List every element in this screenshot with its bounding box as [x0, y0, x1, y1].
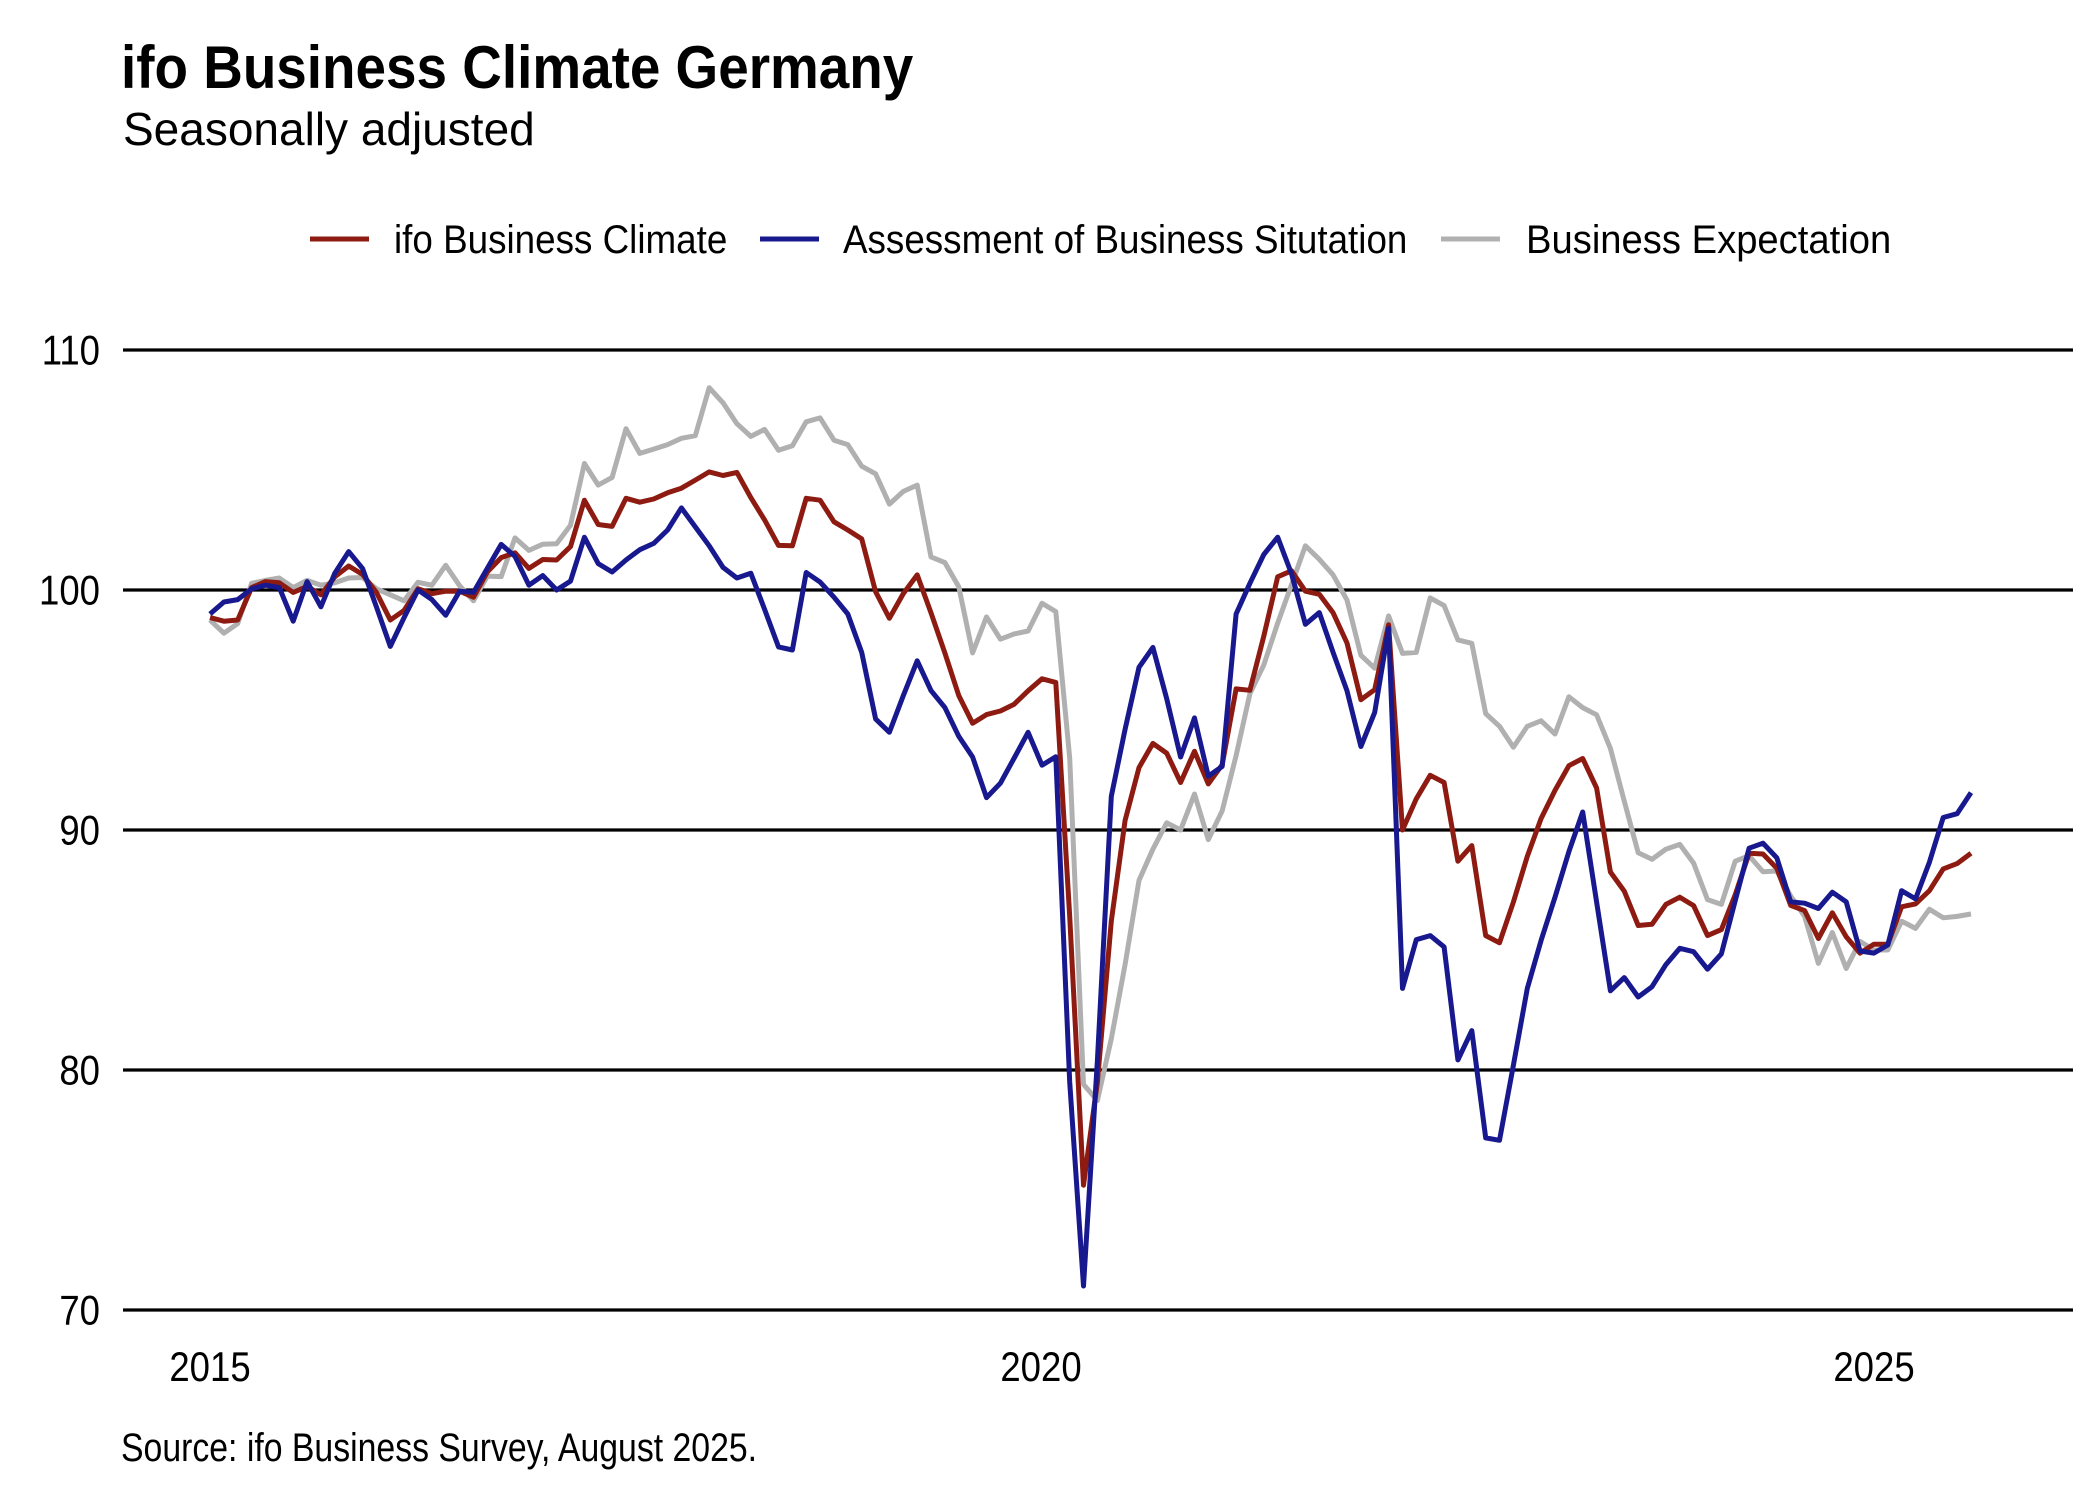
- svg-text:ifo Business Climate Germany: ifo Business Climate Germany: [121, 35, 913, 102]
- svg-text:100: 100: [39, 567, 100, 614]
- svg-text:Assessment of Business Situtat: Assessment of Business Situtation: [843, 218, 1407, 263]
- svg-text:80: 80: [59, 1047, 100, 1094]
- svg-text:90: 90: [59, 807, 100, 854]
- svg-text:ifo Business Climate: ifo Business Climate: [394, 218, 727, 263]
- svg-text:Business Expectation: Business Expectation: [1526, 218, 1891, 262]
- svg-text:Source: ifo Business Survey, A: Source: ifo Business Survey, August 2025…: [121, 1424, 757, 1469]
- svg-text:2015: 2015: [169, 1344, 250, 1391]
- svg-text:2020: 2020: [1000, 1344, 1081, 1391]
- svg-text:70: 70: [59, 1287, 100, 1334]
- svg-text:Seasonally adjusted: Seasonally adjusted: [123, 103, 535, 155]
- svg-text:2025: 2025: [1833, 1344, 1914, 1391]
- svg-text:110: 110: [42, 327, 100, 374]
